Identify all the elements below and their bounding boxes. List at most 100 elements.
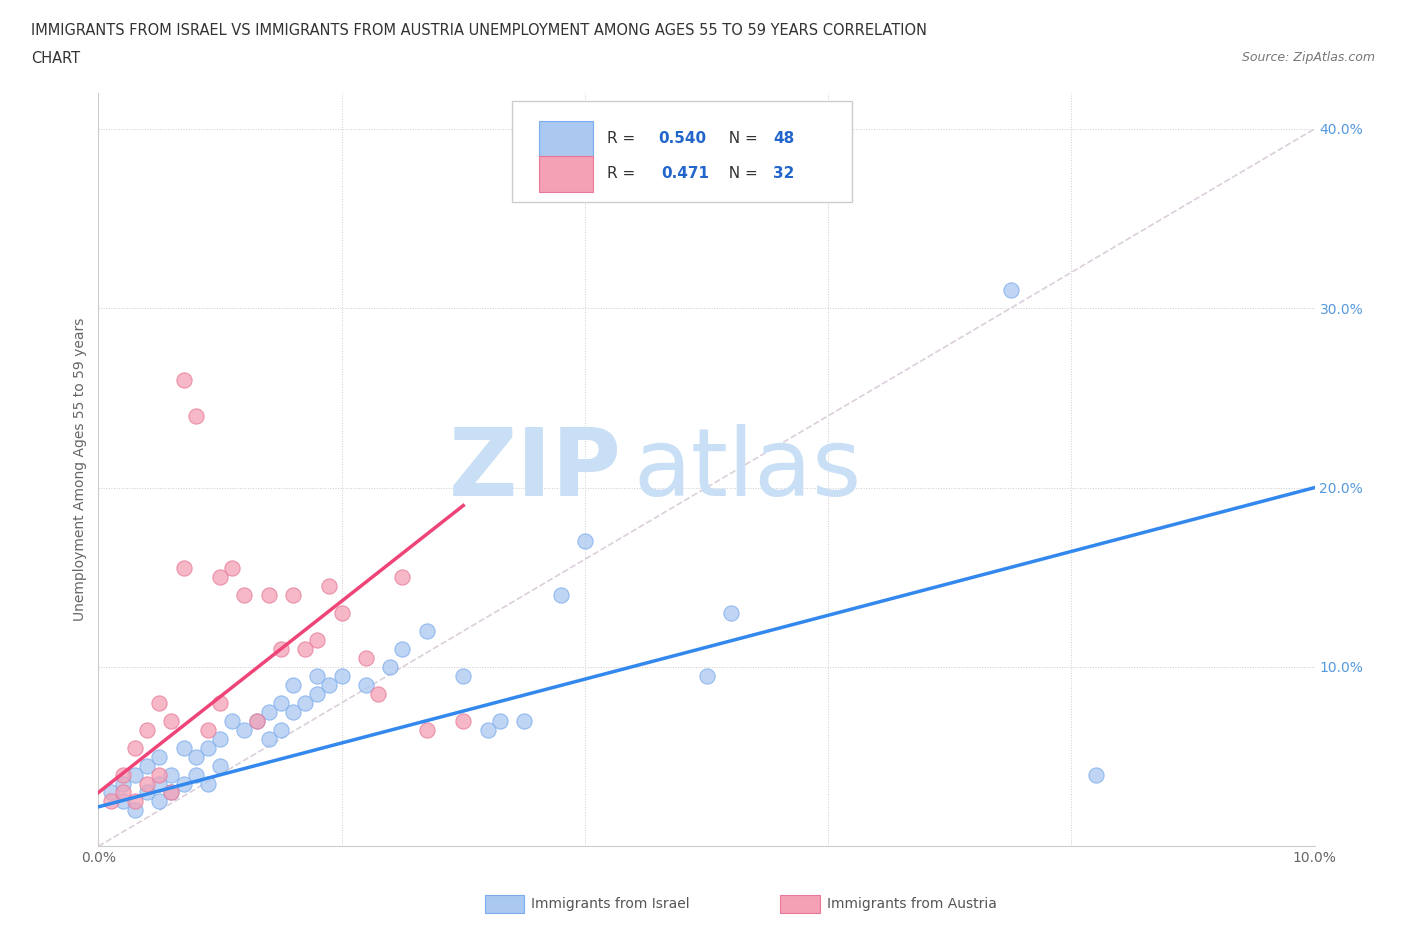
Point — [696, 669, 718, 684]
Point — [197, 776, 219, 790]
Point — [184, 767, 207, 782]
Point — [281, 704, 304, 719]
Point — [318, 578, 340, 593]
Point — [233, 723, 256, 737]
Point — [124, 803, 146, 817]
Point — [148, 776, 170, 790]
Point — [124, 767, 146, 782]
Point — [124, 740, 146, 755]
Point — [221, 561, 243, 576]
Text: R =: R = — [607, 166, 645, 181]
Point — [257, 731, 280, 746]
Point — [574, 534, 596, 549]
Point — [354, 677, 377, 692]
Point — [136, 758, 159, 773]
Text: Immigrants from Austria: Immigrants from Austria — [827, 897, 997, 911]
Point — [111, 776, 134, 790]
Point — [111, 785, 134, 800]
Text: 0.540: 0.540 — [658, 131, 706, 146]
Point — [209, 731, 232, 746]
Point — [184, 750, 207, 764]
Point — [294, 642, 316, 657]
Point — [257, 588, 280, 603]
Point — [245, 713, 267, 728]
Point — [209, 696, 232, 711]
Text: 0.471: 0.471 — [661, 166, 710, 181]
Text: 32: 32 — [773, 166, 794, 181]
Point — [1084, 767, 1107, 782]
Point — [197, 723, 219, 737]
Point — [307, 632, 329, 647]
Point — [136, 776, 159, 790]
Text: Source: ZipAtlas.com: Source: ZipAtlas.com — [1241, 51, 1375, 64]
Point — [270, 723, 292, 737]
Point — [257, 704, 280, 719]
Point — [307, 669, 329, 684]
Point — [1000, 283, 1022, 298]
Point — [148, 750, 170, 764]
Point — [453, 669, 475, 684]
Text: R =: R = — [607, 131, 640, 146]
Point — [294, 696, 316, 711]
Point — [391, 642, 413, 657]
FancyBboxPatch shape — [538, 156, 593, 193]
Point — [416, 624, 439, 639]
FancyBboxPatch shape — [538, 121, 593, 157]
Text: IMMIGRANTS FROM ISRAEL VS IMMIGRANTS FROM AUSTRIA UNEMPLOYMENT AMONG AGES 55 TO : IMMIGRANTS FROM ISRAEL VS IMMIGRANTS FRO… — [31, 23, 927, 38]
Point — [270, 696, 292, 711]
Point — [270, 642, 292, 657]
Point — [173, 740, 195, 755]
Point — [136, 785, 159, 800]
Point — [281, 677, 304, 692]
Point — [160, 767, 183, 782]
Point — [173, 561, 195, 576]
Point — [111, 794, 134, 809]
Point — [380, 659, 402, 674]
FancyBboxPatch shape — [485, 895, 524, 913]
Point — [173, 776, 195, 790]
Point — [416, 723, 439, 737]
Point — [160, 785, 183, 800]
Point — [281, 588, 304, 603]
Point — [209, 570, 232, 585]
Text: atlas: atlas — [634, 424, 862, 515]
Point — [488, 713, 510, 728]
Y-axis label: Unemployment Among Ages 55 to 59 years: Unemployment Among Ages 55 to 59 years — [73, 318, 87, 621]
Point — [148, 767, 170, 782]
Point — [160, 785, 183, 800]
Point — [453, 713, 475, 728]
Point — [330, 669, 353, 684]
Point — [100, 785, 122, 800]
Point — [233, 588, 256, 603]
FancyBboxPatch shape — [512, 100, 852, 202]
Point — [318, 677, 340, 692]
Point — [720, 605, 742, 620]
Point — [197, 740, 219, 755]
FancyBboxPatch shape — [780, 895, 820, 913]
Point — [136, 723, 159, 737]
Point — [221, 713, 243, 728]
Point — [209, 758, 232, 773]
Text: CHART: CHART — [31, 51, 80, 66]
Point — [160, 713, 183, 728]
Point — [173, 373, 195, 388]
Point — [354, 651, 377, 666]
Text: Immigrants from Israel: Immigrants from Israel — [531, 897, 690, 911]
Point — [148, 794, 170, 809]
Point — [367, 686, 389, 701]
Point — [184, 408, 207, 423]
Point — [124, 794, 146, 809]
Point — [391, 570, 413, 585]
Text: N =: N = — [718, 131, 762, 146]
Point — [477, 723, 499, 737]
Point — [148, 696, 170, 711]
Point — [330, 605, 353, 620]
Point — [307, 686, 329, 701]
Text: N =: N = — [718, 166, 762, 181]
Point — [100, 794, 122, 809]
Text: ZIP: ZIP — [449, 424, 621, 515]
Point — [245, 713, 267, 728]
Text: 48: 48 — [773, 131, 794, 146]
Point — [111, 767, 134, 782]
Point — [550, 588, 572, 603]
